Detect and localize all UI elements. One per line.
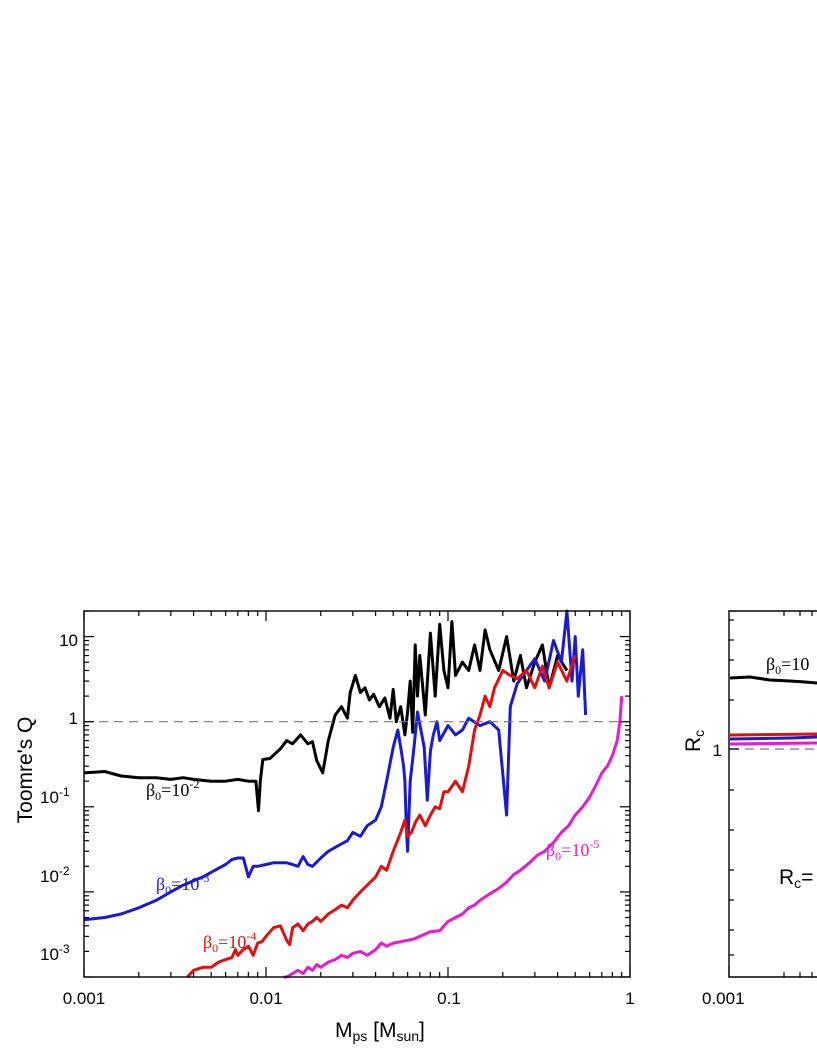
x-axis-title: Mps [Msun]: [335, 1019, 425, 1044]
y-tick-labels: 10 1 10-1 10-2 10-3: [40, 631, 78, 964]
series-line-3: [186, 655, 577, 979]
y-tick-label: 10-2: [40, 864, 70, 886]
rc-plot-frame: [728, 610, 817, 978]
rc-y-tick-label: 1: [713, 741, 722, 760]
y-axis-title: Toomre's Q: [14, 717, 37, 824]
rc-series-label: β0=10: [766, 654, 809, 677]
series-label-beta-1e-3: β0=10-3: [156, 871, 209, 897]
y-tick-label: 10-3: [40, 942, 70, 964]
series-label-beta-1e-4: β0=10-4: [203, 929, 256, 955]
rc-series-line: [729, 741, 817, 746]
rc-annotation: Rc=: [779, 866, 813, 891]
rc-panel: 0.001 1 Rc β0=10 Rc=: [682, 610, 817, 1008]
x-tick-label: 1: [625, 989, 634, 1008]
plot-area: [83, 609, 624, 979]
x-tick-label: 0.1: [437, 989, 461, 1008]
rc-series-line: [729, 732, 817, 737]
rc-series-line: [729, 735, 817, 741]
rc-axis-ticks: [728, 611, 813, 977]
series-line-2: [83, 609, 588, 922]
series-label-beta-1e-2: β0=10-2: [146, 777, 199, 803]
toomre-q-panel: 0.001 0.01 0.1 1 10 1 10-1 10-2 10-3 Mps…: [14, 609, 635, 1044]
rc-y-axis-title: Rc: [682, 730, 707, 752]
y-tick-label: 10-1: [40, 785, 70, 807]
x-tick-label: 0.01: [249, 989, 282, 1008]
plot-frame: [83, 610, 631, 978]
series-line-4: [283, 695, 624, 979]
series-label-beta-1e-5: β0=10-5: [546, 837, 599, 863]
rc-x-tick-label: 0.001: [702, 989, 745, 1008]
rc-plot-area: [729, 675, 817, 750]
rc-series-line: [729, 675, 817, 685]
x-tick-labels: 0.001 0.01 0.1 1: [63, 989, 635, 1008]
series-line-1: [83, 620, 569, 813]
x-tick-label: 0.001: [63, 989, 106, 1008]
y-tick-label: 10: [59, 631, 78, 650]
y-tick-label: 1: [69, 709, 78, 728]
